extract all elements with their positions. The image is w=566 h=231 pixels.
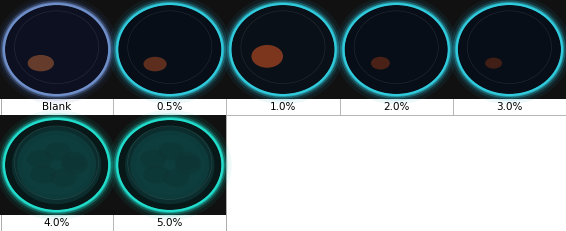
Ellipse shape [30, 165, 56, 184]
Ellipse shape [130, 131, 209, 200]
Ellipse shape [164, 169, 190, 187]
Ellipse shape [144, 57, 166, 71]
Text: 0.5%: 0.5% [157, 102, 183, 112]
Text: 3.0%: 3.0% [496, 102, 522, 112]
Ellipse shape [28, 55, 54, 71]
Ellipse shape [158, 142, 185, 161]
Text: 5.0%: 5.0% [157, 218, 183, 228]
Ellipse shape [230, 4, 336, 95]
Ellipse shape [27, 150, 53, 168]
Bar [453, 0, 566, 99]
Ellipse shape [174, 152, 200, 170]
Ellipse shape [143, 165, 169, 184]
Ellipse shape [12, 126, 101, 204]
Bar [226, 0, 340, 99]
Bar [340, 0, 453, 99]
Ellipse shape [140, 150, 166, 168]
Ellipse shape [371, 57, 390, 70]
Text: 4.0%: 4.0% [44, 218, 70, 228]
Ellipse shape [485, 58, 502, 69]
Ellipse shape [136, 135, 204, 195]
Ellipse shape [457, 4, 562, 95]
Ellipse shape [117, 4, 222, 95]
Ellipse shape [62, 156, 88, 174]
Ellipse shape [45, 142, 71, 161]
Ellipse shape [125, 126, 215, 204]
Text: Blank: Blank [42, 102, 71, 112]
Ellipse shape [4, 119, 109, 211]
Bar [0, 0, 113, 99]
Bar [227, 116, 565, 231]
Ellipse shape [4, 4, 109, 95]
Ellipse shape [344, 4, 449, 95]
Ellipse shape [117, 119, 222, 211]
Text: 2.0%: 2.0% [383, 102, 409, 112]
Ellipse shape [251, 45, 283, 68]
Bar [113, 0, 226, 99]
Text: 1.0%: 1.0% [270, 102, 296, 112]
Ellipse shape [17, 131, 96, 200]
Ellipse shape [61, 152, 87, 170]
Ellipse shape [50, 169, 76, 187]
Ellipse shape [175, 156, 201, 174]
Bar [0, 115, 113, 215]
Ellipse shape [23, 135, 91, 195]
Bar [113, 115, 226, 215]
